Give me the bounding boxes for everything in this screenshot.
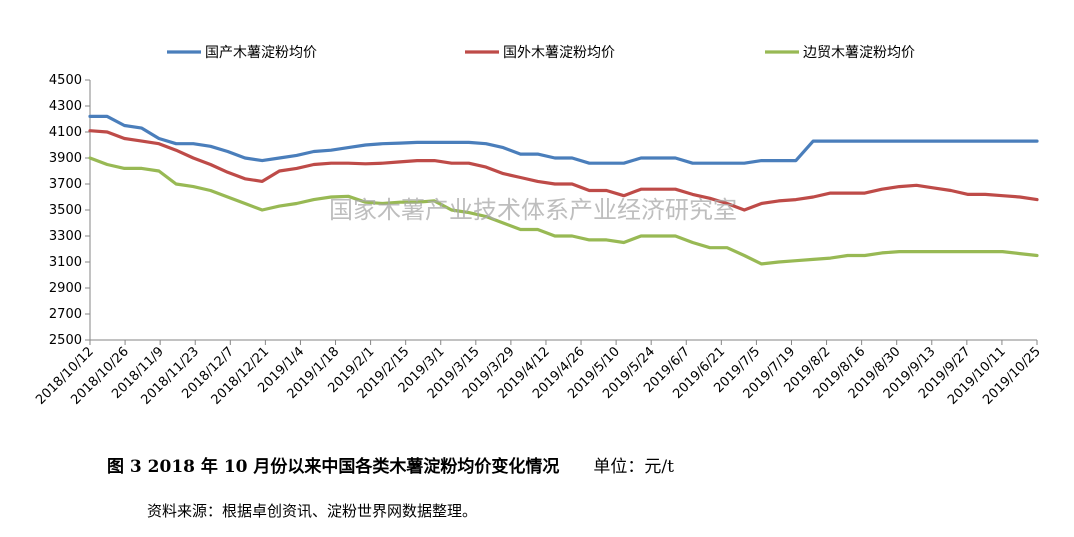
watermark-text: 国家木薯产业技术体系产业经济研究室	[329, 196, 737, 224]
chart-series	[88, 114, 1039, 266]
figure-caption: 图 3 2018 年 10 月份以来中国各类木薯淀粉均价变化情况 单位：元/t	[107, 452, 674, 477]
y-tick-label: 3300	[49, 229, 82, 244]
legend-label-2: 国外木薯淀粉均价	[503, 45, 615, 61]
legend-label-3: 边贸木薯淀粉均价	[803, 45, 915, 61]
source-note: 资料来源：根据卓创资讯、淀粉世界网数据整理。	[147, 502, 478, 520]
series-line-3	[88, 156, 1039, 266]
y-tick-label: 4100	[49, 125, 82, 140]
y-tick-label: 2900	[49, 281, 82, 296]
y-tick-label: 2500	[49, 333, 82, 348]
y-tick-label: 2700	[49, 307, 82, 322]
chart-legend: 国产木薯淀粉均价 国外木薯淀粉均价 边贸木薯淀粉均价	[167, 45, 915, 61]
y-tick-label: 3100	[49, 255, 82, 270]
chart-axes: 2500 2700 2900 3100 3300 3500 3700 3900 4100 4300…	[33, 73, 1044, 408]
y-tick-label: 4500	[49, 73, 82, 88]
series-line-2	[88, 129, 1039, 212]
legend-label-1: 国产木薯淀粉均价	[205, 45, 317, 61]
y-tick-label: 3900	[49, 151, 82, 166]
y-tick-label: 4300	[49, 99, 82, 114]
y-tick-label: 3700	[49, 177, 82, 192]
series-line-1	[88, 114, 1039, 165]
y-tick-label: 3500	[49, 203, 82, 218]
figure-caption-title: 图 3 2018 年 10 月份以来中国各类木薯淀粉均价变化情况	[107, 457, 560, 477]
figure-caption-unit: 单位：元/t	[593, 457, 674, 477]
